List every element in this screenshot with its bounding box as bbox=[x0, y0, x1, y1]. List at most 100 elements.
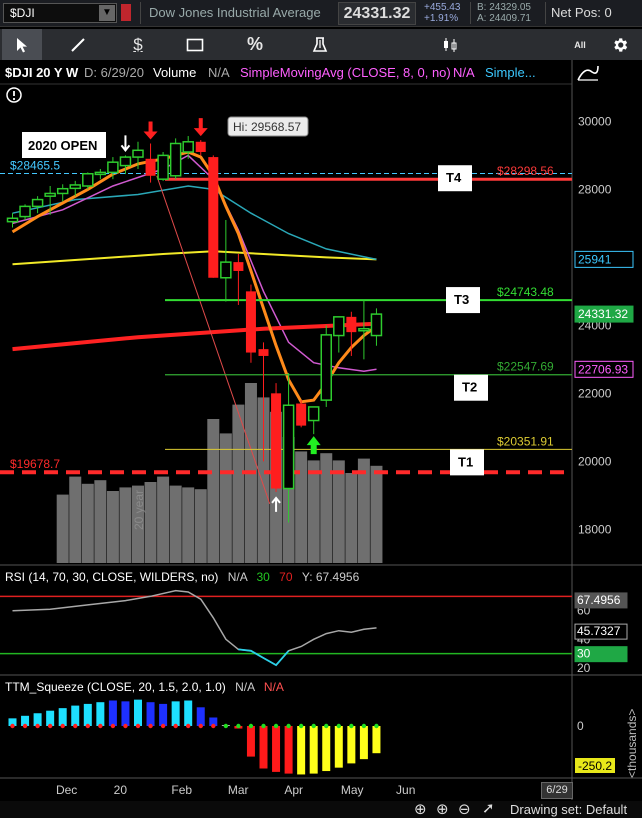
squeeze-dot bbox=[236, 723, 241, 729]
level-line-28298-label: $28298.56 bbox=[497, 164, 554, 178]
target-label: T1 bbox=[458, 454, 473, 469]
level-line-24743-label: $24743.48 bbox=[497, 285, 554, 299]
volume-bar bbox=[307, 460, 320, 563]
target-box-t2: T2 bbox=[454, 374, 488, 401]
bid-price: B: 24329.05 bbox=[477, 2, 531, 13]
price-tick-label: 20000 bbox=[578, 454, 612, 468]
volume-study-label[interactable]: Volume bbox=[153, 65, 197, 80]
volume-bar bbox=[182, 487, 195, 563]
target-box-t1: T1 bbox=[450, 449, 484, 476]
x-tick-label: 20 bbox=[114, 783, 128, 797]
squeeze-dot bbox=[148, 723, 153, 729]
candle bbox=[320, 325, 332, 407]
annotation-box bbox=[22, 132, 106, 158]
percent-button[interactable]: % bbox=[235, 29, 275, 60]
symbol-text: $DJI bbox=[10, 6, 35, 20]
squeeze-dot bbox=[198, 723, 203, 729]
squeeze-histogram-bar bbox=[359, 726, 368, 760]
ttm-tag-label: -250.2 bbox=[578, 759, 612, 773]
candle-body bbox=[320, 334, 332, 401]
ttm-value-tag: -250.2 bbox=[575, 758, 615, 773]
target-label: T3 bbox=[454, 292, 469, 307]
price-tick-label: 18000 bbox=[578, 522, 612, 536]
volume-bar bbox=[345, 473, 358, 563]
candle bbox=[271, 383, 282, 492]
rsi-study-label[interactable]: RSI (14, 70, 30, CLOSE, WILDERS, no) bbox=[5, 570, 219, 584]
net-position: Net Pos: 0 bbox=[551, 5, 612, 20]
studies-button[interactable] bbox=[300, 29, 340, 60]
red-moving-average-line bbox=[12, 321, 377, 352]
price-tool-button[interactable]: $ bbox=[118, 29, 158, 60]
pointer-icon[interactable]: ➚ bbox=[482, 800, 495, 817]
squeeze-histogram-bar bbox=[71, 705, 80, 726]
chevron-down-icon[interactable]: ▼ bbox=[99, 5, 115, 21]
settings-button[interactable] bbox=[600, 29, 640, 60]
white-down-arrow-icon bbox=[120, 135, 131, 152]
dollar-icon: $ bbox=[133, 34, 143, 54]
candle-body bbox=[31, 198, 44, 208]
squeeze-dot bbox=[10, 723, 15, 729]
candle bbox=[157, 151, 169, 181]
drawing-set[interactable]: Drawing set: Default bbox=[510, 802, 628, 817]
sma-study-label[interactable]: SimpleMovingAvg (CLOSE, 8, 0, no) bbox=[240, 65, 451, 80]
sma2-study-label[interactable]: Simple... bbox=[485, 65, 536, 80]
cursor-tool-button[interactable] bbox=[2, 29, 42, 60]
squeeze-dot bbox=[223, 723, 229, 729]
volume-bar bbox=[94, 480, 107, 563]
divider bbox=[545, 2, 546, 24]
x-tick-label: Feb bbox=[171, 783, 192, 797]
candle-body bbox=[296, 403, 307, 426]
candle-body bbox=[19, 205, 31, 218]
squeeze-dot bbox=[173, 723, 178, 729]
chart-style-button[interactable] bbox=[430, 29, 470, 60]
all-button[interactable]: All bbox=[560, 29, 600, 60]
volume-bar bbox=[69, 476, 82, 563]
rectangle-tool-button[interactable] bbox=[175, 29, 215, 60]
candle-body bbox=[307, 406, 320, 422]
x-tick-label: Apr bbox=[284, 783, 303, 797]
target-box bbox=[446, 287, 480, 314]
candle-body bbox=[145, 158, 156, 176]
candle bbox=[220, 219, 232, 302]
squeeze-dot bbox=[273, 723, 279, 729]
candle bbox=[307, 406, 320, 435]
date-box[interactable]: 6/29 bbox=[541, 782, 573, 799]
white-up-arrow-icon bbox=[271, 496, 281, 512]
rsi-tag-label: 30 bbox=[577, 647, 591, 661]
ask-price: A: 24409.71 bbox=[477, 13, 531, 24]
candle bbox=[6, 213, 19, 228]
squeeze-dot bbox=[60, 723, 65, 729]
volume-bar bbox=[295, 451, 308, 563]
squeeze-dot bbox=[22, 723, 28, 729]
price-tag-label: 25941 bbox=[578, 252, 612, 266]
zoom-out-icon[interactable]: ⊖ bbox=[458, 801, 471, 818]
candlestick-icon bbox=[444, 37, 457, 52]
price-tag: 22706.93 bbox=[574, 360, 634, 378]
all-label: All bbox=[574, 39, 586, 50]
squeeze-histogram-bar bbox=[347, 726, 356, 764]
crosshair-icon[interactable]: ⊕ bbox=[414, 801, 427, 818]
symbol-input[interactable]: $DJI ▼ bbox=[3, 3, 117, 23]
candle-body bbox=[245, 291, 256, 353]
line-tool-button[interactable] bbox=[58, 29, 98, 60]
thousands-axis-label: <thousands> bbox=[625, 709, 639, 778]
zoom-in-icon[interactable]: ⊕ bbox=[436, 801, 449, 818]
squeeze-histogram-bar bbox=[297, 726, 306, 775]
price-tag-box bbox=[574, 305, 634, 323]
volume-bar bbox=[332, 460, 345, 563]
squeeze-dot bbox=[298, 723, 304, 729]
squeeze-histogram-bar bbox=[159, 703, 168, 726]
last-price: 24331.32 bbox=[338, 2, 416, 25]
alert-icon[interactable] bbox=[6, 87, 22, 103]
candle-body bbox=[119, 156, 132, 167]
candle-body bbox=[271, 393, 282, 489]
target-box bbox=[438, 165, 472, 192]
squeeze-histogram-bar bbox=[309, 726, 318, 774]
flag-icon[interactable] bbox=[121, 4, 131, 21]
axis-settings-icon[interactable] bbox=[577, 65, 599, 81]
symbol-period[interactable]: $DJI 20 Y W bbox=[5, 65, 79, 80]
candle bbox=[19, 204, 31, 220]
squeeze-histogram-bar bbox=[108, 700, 117, 726]
ttm-study-label[interactable]: TTM_Squeeze (CLOSE, 20, 1.5, 2.0, 1.0) bbox=[5, 680, 226, 694]
